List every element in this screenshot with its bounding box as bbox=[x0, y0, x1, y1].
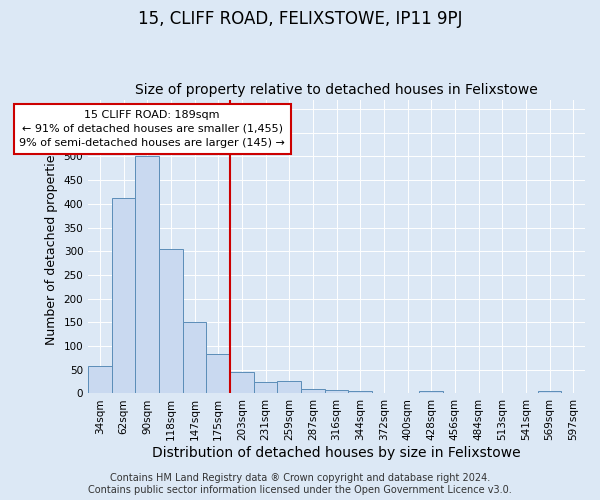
Bar bbox=[230, 372, 254, 394]
Y-axis label: Number of detached properties: Number of detached properties bbox=[45, 148, 58, 345]
Bar bbox=[277, 380, 301, 394]
Bar bbox=[538, 391, 562, 394]
Bar bbox=[159, 249, 183, 394]
Text: 15 CLIFF ROAD: 189sqm
← 91% of detached houses are smaller (1,455)
9% of semi-de: 15 CLIFF ROAD: 189sqm ← 91% of detached … bbox=[19, 110, 285, 148]
Bar bbox=[206, 354, 230, 394]
Bar bbox=[349, 391, 372, 394]
Bar bbox=[88, 366, 112, 394]
Title: Size of property relative to detached houses in Felixstowe: Size of property relative to detached ho… bbox=[135, 83, 538, 97]
Text: Contains HM Land Registry data ® Crown copyright and database right 2024.
Contai: Contains HM Land Registry data ® Crown c… bbox=[88, 474, 512, 495]
Text: 15, CLIFF ROAD, FELIXSTOWE, IP11 9PJ: 15, CLIFF ROAD, FELIXSTOWE, IP11 9PJ bbox=[138, 10, 462, 28]
X-axis label: Distribution of detached houses by size in Felixstowe: Distribution of detached houses by size … bbox=[152, 446, 521, 460]
Bar bbox=[419, 390, 443, 394]
Bar bbox=[136, 156, 159, 394]
Bar bbox=[301, 388, 325, 394]
Bar bbox=[183, 322, 206, 394]
Bar bbox=[325, 390, 349, 394]
Bar bbox=[254, 382, 277, 394]
Bar bbox=[112, 198, 136, 394]
